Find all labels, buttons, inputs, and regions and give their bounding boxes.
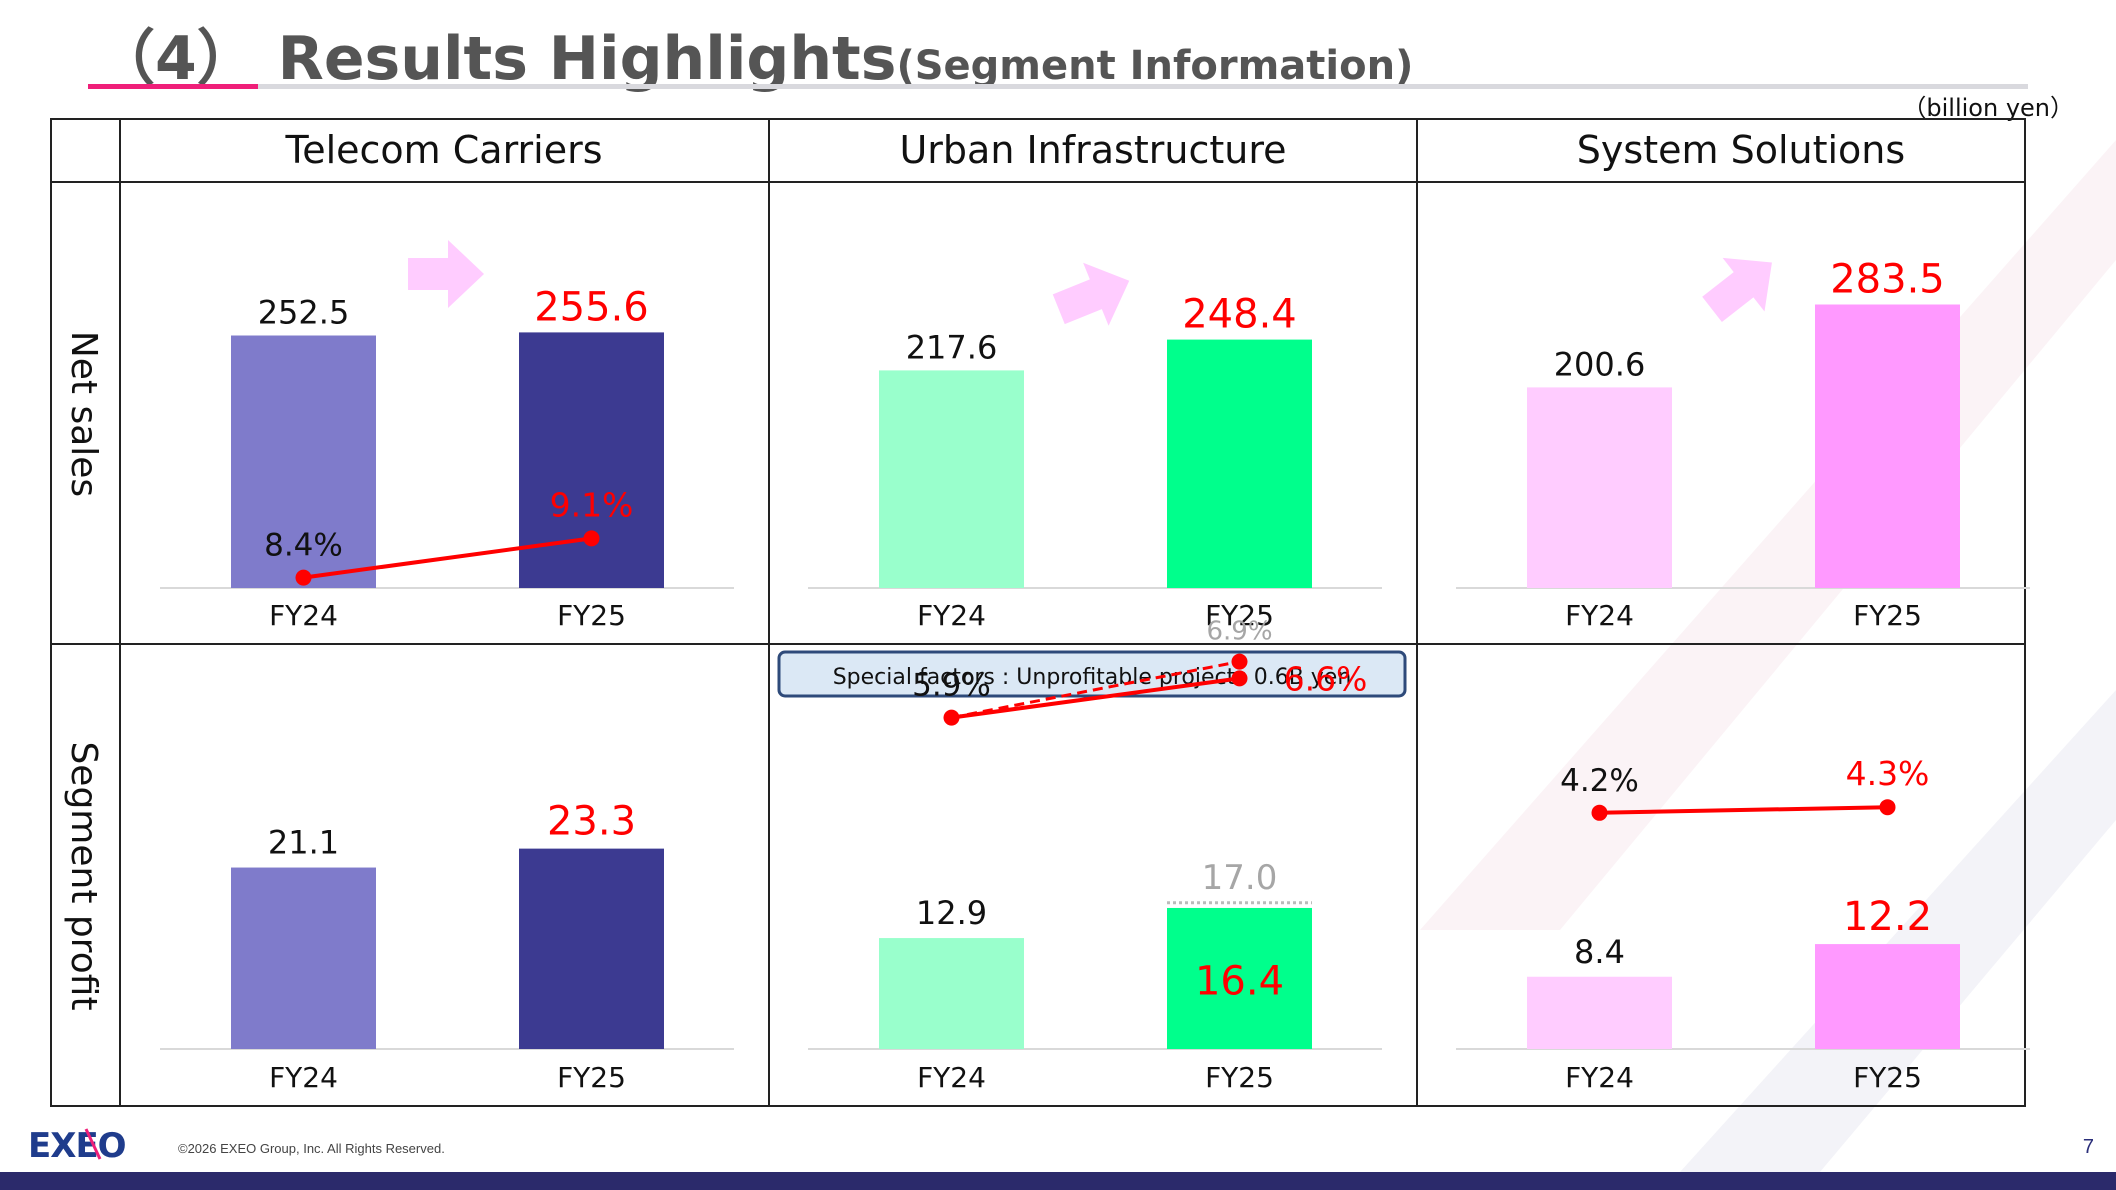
tick-label-system-profit-fy24: FY24 <box>1565 1061 1634 1094</box>
margin-label-telecom-fy25: 9.1% <box>550 485 634 524</box>
tick-label-urban-sales-fy25: FY25 <box>1205 599 1274 632</box>
tick-label-telecom-sales-fy24: FY24 <box>269 599 338 632</box>
title-main: （4） Results Highlights <box>95 24 897 94</box>
margin-point-telecom-fy24 <box>295 569 312 586</box>
adjusted-value-label-urban: 17.0 <box>1202 858 1278 898</box>
margin-point-system-fy25 <box>1879 799 1896 816</box>
margin-label-system-fy24: 4.2% <box>1560 763 1639 799</box>
tick-label-system-sales-fy25: FY25 <box>1853 599 1922 632</box>
title-accent-line <box>88 84 258 89</box>
segment-header-system: System Solutions <box>1577 128 1905 172</box>
logo-text: EXEO <box>28 1126 126 1162</box>
margin-line-system <box>1599 805 1888 815</box>
special-factors-text: Special factors : Unprofitable projects … <box>833 665 1352 690</box>
copyright-text: ©2026 EXEO Group, Inc. All Rights Reserv… <box>178 1141 445 1156</box>
value-label-system-profit-fy25: 12.2 <box>1843 894 1932 940</box>
margin-label-urban-fy25: 6.6% <box>1284 659 1368 698</box>
bar-urban-profit-fy24 <box>879 938 1024 1049</box>
row-label-segment-profit: Segment profit <box>63 741 104 1010</box>
value-label-urban-profit-fy25: 16.4 <box>1195 958 1284 1004</box>
bar-telecom-sales-fy25 <box>519 332 664 588</box>
value-label-urban-profit-fy24: 12.9 <box>916 894 987 932</box>
segment-header-telecom: Telecom Carriers <box>284 128 602 172</box>
tick-label-telecom-profit-fy25: FY25 <box>557 1061 626 1094</box>
tick-label-telecom-sales-fy25: FY25 <box>557 599 626 632</box>
tick-label-urban-profit-fy24: FY24 <box>917 1061 986 1094</box>
margin-line-urban <box>951 676 1240 720</box>
growth-arrow-system <box>1702 257 1772 322</box>
tick-label-urban-profit-fy25: FY25 <box>1205 1061 1274 1094</box>
bar-telecom-sales-fy24 <box>231 335 376 588</box>
margin-point-telecom-fy25 <box>583 530 600 547</box>
tick-label-telecom-profit-fy24: FY24 <box>269 1061 338 1094</box>
adjusted-margin-point-urban <box>1231 653 1248 670</box>
row-label-net-sales: Net sales <box>63 331 104 497</box>
margin-label-urban-fy24: 5.9% <box>912 668 991 704</box>
value-label-telecom-profit-fy25: 23.3 <box>547 799 636 845</box>
value-label-telecom-sales-fy25: 255.6 <box>534 284 649 330</box>
adjusted-margin-line-urban <box>951 660 1240 720</box>
bar-system-profit-fy25 <box>1815 944 1960 1049</box>
exeo-logo: EXEO <box>28 1126 163 1166</box>
adjusted-margin-label-urban: 6.9% <box>1206 617 1272 647</box>
growth-arrow-telecom <box>408 239 484 308</box>
bar-telecom-profit-fy24 <box>231 867 376 1049</box>
value-label-telecom-profit-fy24: 21.1 <box>268 824 339 862</box>
margin-point-urban-fy25 <box>1231 670 1248 687</box>
margin-label-telecom-fy24: 8.4% <box>264 528 343 564</box>
title-underline <box>88 84 2028 89</box>
unit-label: （billion yen） <box>1902 94 2074 122</box>
value-label-system-sales-fy24: 200.6 <box>1554 345 1646 383</box>
value-label-urban-sales-fy25: 248.4 <box>1182 292 1297 338</box>
title-sub: (Segment Information) <box>896 43 1414 89</box>
page-title: （4） Results Highlights(Segment Informati… <box>95 10 1413 94</box>
bar-urban-profit-fy25 <box>1167 907 1312 1049</box>
margin-point-system-fy24 <box>1591 804 1608 821</box>
value-label-system-profit-fy24: 8.4 <box>1574 933 1625 971</box>
tick-label-system-profit-fy25: FY25 <box>1853 1061 1922 1094</box>
bar-urban-sales-fy25 <box>1167 339 1312 588</box>
bar-system-sales-fy25 <box>1815 304 1960 588</box>
tick-label-urban-sales-fy24: FY24 <box>917 599 986 632</box>
bar-system-sales-fy24 <box>1527 387 1672 588</box>
growth-arrow-urban <box>1052 262 1130 326</box>
value-label-urban-sales-fy24: 217.6 <box>906 328 998 366</box>
page-number: 7 <box>2082 1136 2094 1158</box>
margin-label-system-fy25: 4.3% <box>1846 754 1930 793</box>
value-label-system-sales-fy25: 283.5 <box>1830 257 1945 303</box>
table-frame <box>50 118 2026 1107</box>
bottom-bar <box>0 1172 2116 1190</box>
bar-urban-sales-fy24 <box>879 370 1024 588</box>
segment-header-urban: Urban Infrastructure <box>899 128 1286 172</box>
tick-label-system-sales-fy24: FY24 <box>1565 599 1634 632</box>
margin-line-telecom <box>303 536 592 580</box>
value-label-telecom-sales-fy24: 252.5 <box>258 294 350 332</box>
bar-telecom-profit-fy25 <box>519 848 664 1049</box>
special-factors-box <box>777 650 1407 698</box>
bar-system-profit-fy24 <box>1527 976 1672 1049</box>
